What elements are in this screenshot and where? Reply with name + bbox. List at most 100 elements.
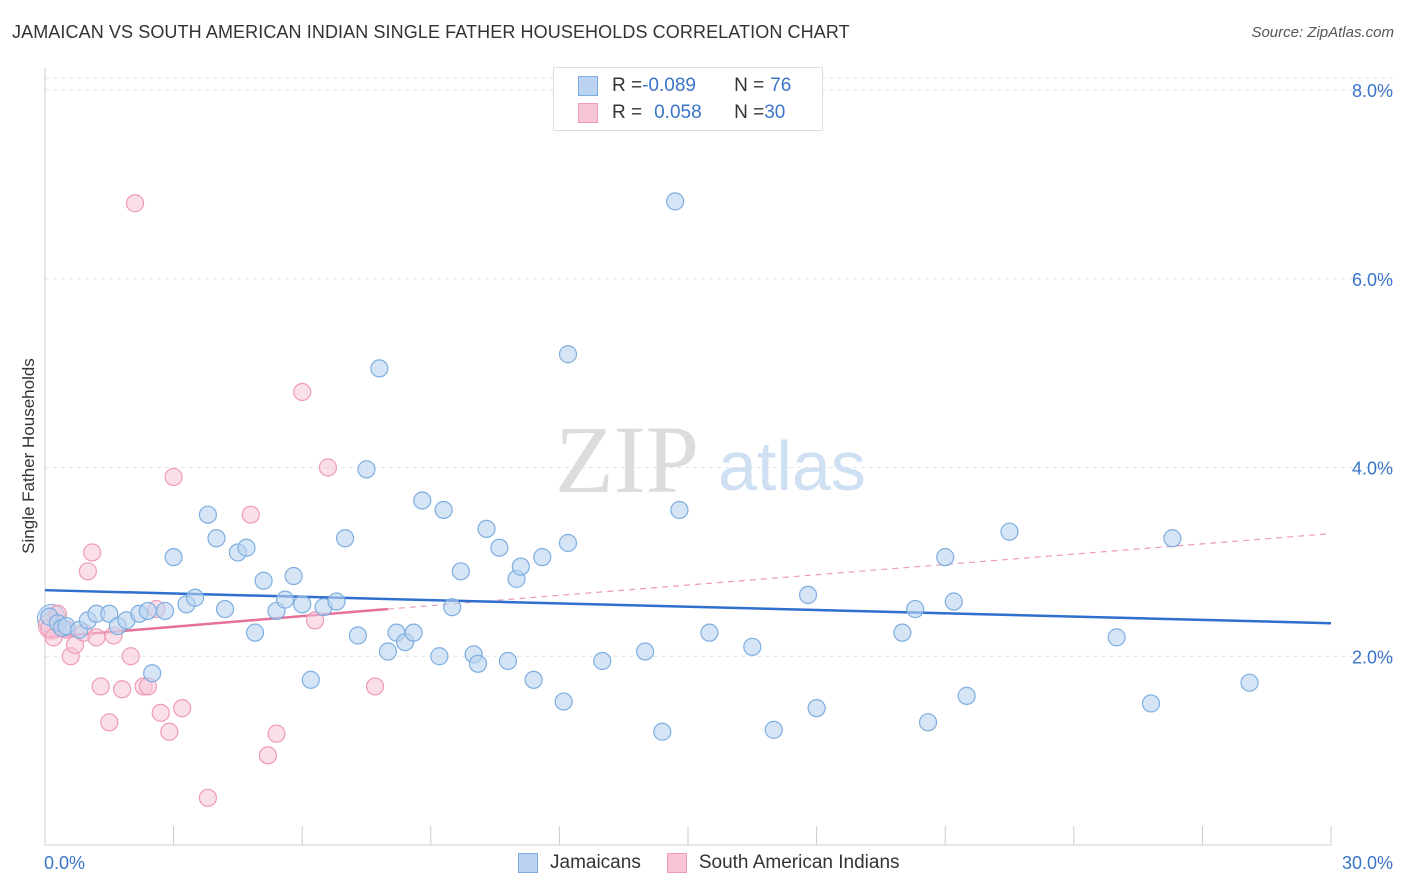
data-point-jamaicans <box>957 686 976 705</box>
data-point-jamaicans <box>207 529 226 548</box>
data-point-jamaicans <box>477 519 496 538</box>
data-point-jamaicans <box>245 623 265 642</box>
data-point-jamaicans <box>254 571 273 590</box>
y-tick-label: 2.0% <box>1352 647 1393 667</box>
data-point-south-american-indians <box>318 458 338 477</box>
data-point-jamaicans <box>143 664 162 683</box>
data-point-jamaicans <box>185 588 205 607</box>
data-point-south-american-indians <box>267 724 286 743</box>
data-point-jamaicans <box>653 722 672 741</box>
data-point-jamaicans <box>893 623 912 642</box>
data-point-jamaicans <box>215 599 235 619</box>
data-point-jamaicans <box>430 647 449 666</box>
data-point-south-american-indians <box>113 680 132 699</box>
data-point-jamaicans <box>138 601 157 621</box>
data-point-jamaicans <box>413 491 432 510</box>
data-point-jamaicans <box>348 626 368 645</box>
data-point-jamaicans <box>443 598 462 617</box>
grid-lines <box>45 77 1393 657</box>
data-point-jamaicans <box>275 590 295 609</box>
data-point-south-american-indians <box>78 562 97 581</box>
data-point-jamaicans <box>335 529 355 548</box>
data-point-south-american-indians <box>258 746 278 765</box>
data-point-jamaicans <box>764 720 783 739</box>
stats-legend: R = -0.089 N = 76 R = 0.058 N = 30 <box>553 67 823 131</box>
legend-row-south-american-indians: R = 0.058 N = 30 <box>578 101 785 125</box>
data-point-jamaicans <box>100 604 119 623</box>
legend-label-jamaicans: Jamaicans <box>550 852 641 873</box>
legend-swatch-blue <box>518 853 538 873</box>
data-point-jamaicans <box>498 651 518 671</box>
data-point-jamaicans <box>1000 522 1019 541</box>
data-points <box>36 192 1259 807</box>
data-point-jamaicans <box>918 713 938 732</box>
trend-line-south-american-indians-extended <box>387 532 1332 610</box>
data-point-jamaicans <box>237 538 256 557</box>
watermark-zip: ZIP <box>555 406 699 513</box>
data-point-jamaicans <box>511 557 530 576</box>
y-axis-label: Single Father Households <box>19 358 38 554</box>
legend-swatch-blue <box>578 76 598 96</box>
data-point-jamaicans <box>370 359 389 378</box>
trend-line-jamaicans <box>44 588 1332 625</box>
data-point-jamaicans <box>434 500 453 520</box>
legend-n-label: N = <box>734 102 765 123</box>
data-point-jamaicans <box>636 642 655 661</box>
data-point-jamaicans <box>554 692 573 711</box>
data-point-jamaicans <box>468 654 488 673</box>
axes: 2.0% 4.0% 6.0% 8.0% 0.0% 30.0% <box>44 68 1393 873</box>
data-point-south-american-indians <box>198 788 217 807</box>
legend-n-label: N = <box>734 75 765 96</box>
data-point-jamaicans <box>301 670 320 689</box>
data-point-south-american-indians <box>121 647 140 666</box>
data-point-south-american-indians <box>87 628 106 647</box>
data-point-jamaicans <box>490 538 509 557</box>
data-point-jamaicans <box>155 601 175 621</box>
data-point-jamaicans <box>807 699 826 718</box>
watermark: ZIP atlas <box>555 406 866 513</box>
legend-swatch-pink <box>666 853 687 873</box>
y-tick-label: 6.0% <box>1352 270 1393 290</box>
data-point-jamaicans <box>451 562 470 581</box>
data-point-jamaicans <box>666 192 685 211</box>
data-point-south-american-indians <box>164 467 183 487</box>
data-point-jamaicans <box>1240 673 1259 692</box>
data-point-jamaicans <box>164 548 183 567</box>
data-point-south-american-indians <box>173 699 192 718</box>
x-tick-label: 0.0% <box>44 853 85 873</box>
data-point-jamaicans <box>378 642 398 661</box>
data-point-jamaicans <box>1107 628 1126 647</box>
data-point-south-american-indians <box>293 382 312 402</box>
data-point-south-american-indians <box>160 722 179 741</box>
legend-item-south-american-indians[interactable]: South American Indians <box>666 852 900 874</box>
data-point-south-american-indians <box>151 703 170 722</box>
series-legend: Jamaicans South American Indians <box>518 852 926 874</box>
watermark-atlas: atlas <box>718 427 866 505</box>
data-point-jamaicans <box>906 599 925 619</box>
data-point-jamaicans <box>293 595 312 614</box>
chart-title: JAMAICAN VS SOUTH AMERICAN INDIAN SINGLE… <box>12 22 850 42</box>
data-point-south-american-indians <box>241 505 260 524</box>
source-label[interactable]: Source: ZipAtlas.com <box>1251 24 1394 41</box>
legend-n-value: 76 <box>770 75 792 96</box>
data-point-jamaicans <box>936 548 955 567</box>
data-point-jamaicans <box>327 592 346 611</box>
legend-row-jamaicans: R = -0.089 N = 76 <box>578 74 791 98</box>
data-point-jamaicans <box>198 505 217 524</box>
data-point-jamaicans <box>1141 694 1161 713</box>
data-point-south-american-indians <box>100 713 119 732</box>
legend-item-jamaicans[interactable]: Jamaicans <box>518 852 641 874</box>
legend-r-label: R = <box>612 102 643 123</box>
data-point-jamaicans <box>533 548 552 567</box>
legend-r-label: R = <box>612 75 643 96</box>
x-tick-label: 30.0% <box>1342 853 1393 873</box>
data-point-jamaicans <box>743 637 762 656</box>
legend-n-value: 30 <box>764 102 786 123</box>
y-tick-label: 8.0% <box>1352 81 1393 101</box>
data-point-jamaicans <box>404 623 423 642</box>
y-tick-label: 4.0% <box>1352 459 1393 479</box>
legend-r-value: 0.058 <box>654 102 702 123</box>
legend-swatch-pink <box>578 103 598 123</box>
data-point-jamaicans <box>798 585 818 605</box>
data-point-south-american-indians <box>91 677 110 696</box>
